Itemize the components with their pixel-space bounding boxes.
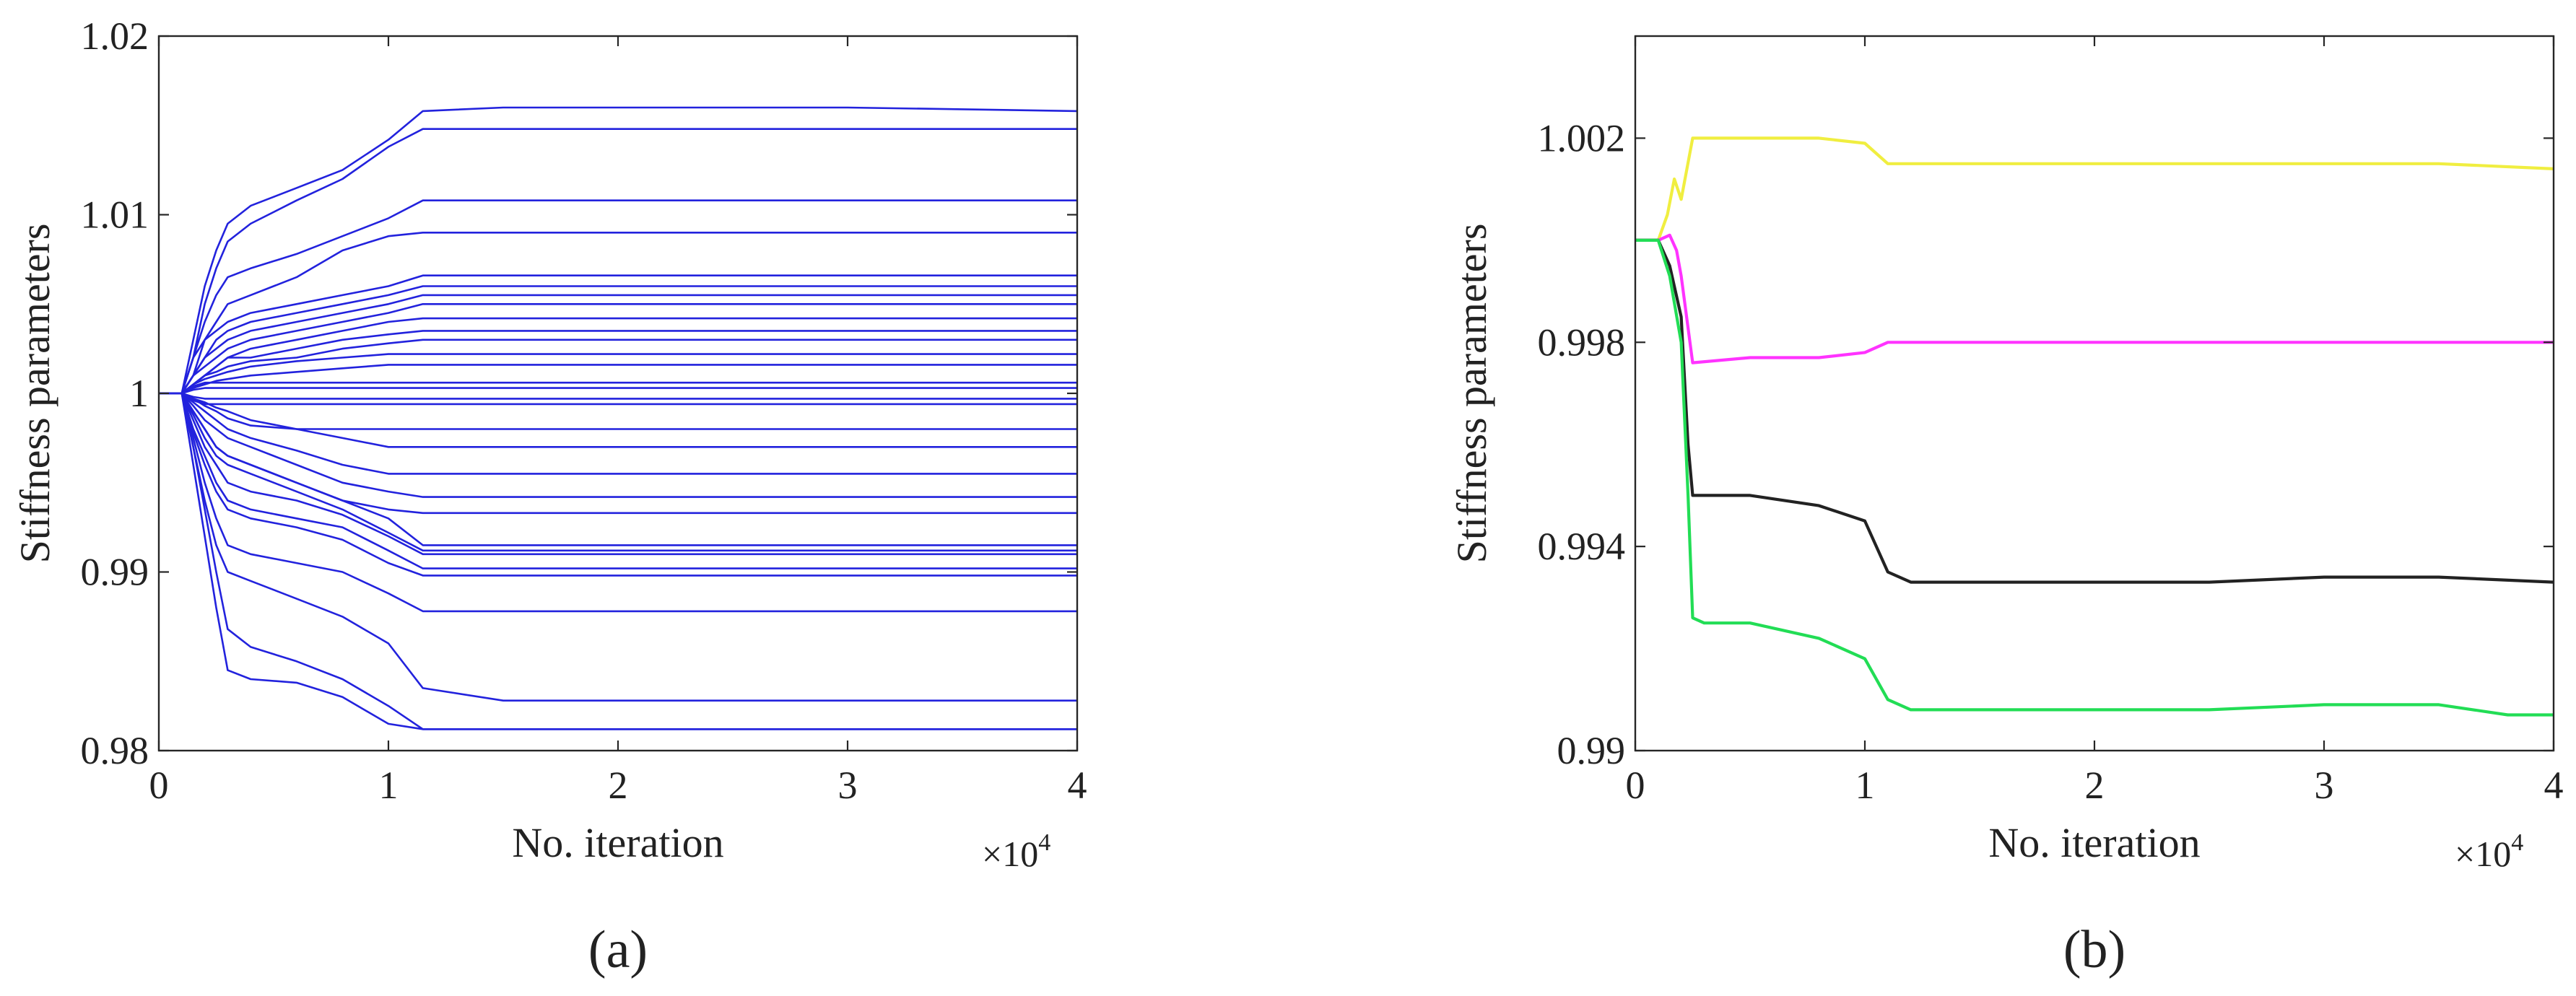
- panel-b: 0 1 2 3 4 0.99 0.994 0.998 1.002 No. iteration S…: [1448, 35, 2564, 979]
- panel-a-x-multiplier: ×104: [982, 829, 1050, 874]
- panel-a-series-p8: [159, 302, 1077, 395]
- panel-a-xtick-label: 0: [149, 764, 169, 807]
- panel-b-ytick-label: 0.99: [1557, 729, 1626, 772]
- panel-b-series-group: [1635, 136, 2554, 717]
- panel-a-series-p24: [159, 392, 1077, 569]
- panel-a-axes-box: [157, 35, 1079, 752]
- panel-a-series-p4: [159, 231, 1077, 395]
- panel-a-series-p11: [159, 338, 1077, 395]
- panel-b-ytick-label: 0.998: [1538, 320, 1626, 364]
- panel-a-series-group: [159, 106, 1078, 730]
- panel-a-series-p5: [159, 274, 1077, 395]
- panel-a-series-p12: [159, 353, 1077, 395]
- panel-a-xtick-label: 4: [1068, 764, 1087, 807]
- panel-a: 0 1 2 3 4 0.98 0.99 1 1.01 1.02 No. iteration Sti…: [12, 14, 1087, 979]
- panel-a-ytick-label: 1.01: [81, 193, 149, 237]
- panel-a-ticks: 0 1 2 3 4 0.98 0.99 1 1.01 1.02: [81, 14, 1087, 807]
- panel-a-xtick-label: 2: [609, 764, 628, 807]
- panel-b-series-black: [1635, 238, 2554, 584]
- panel-b-xtick-label: 0: [1626, 764, 1645, 807]
- panel-a-series-p22: [159, 392, 1077, 552]
- panel-a-series-p23: [159, 392, 1077, 556]
- panel-a-series-p27: [159, 392, 1077, 702]
- panel-a-series-p2: [159, 128, 1077, 395]
- panel-a-series-p13: [159, 364, 1077, 395]
- panel-a-series-p31: [159, 392, 1077, 406]
- panel-a-series-p3: [159, 199, 1077, 395]
- panel-a-xtick-label: 3: [838, 764, 858, 807]
- panel-a-series-p20: [159, 392, 1077, 515]
- panel-a-series-p28: [159, 392, 1077, 730]
- panel-a-ytick-label: 0.98: [81, 729, 149, 772]
- panel-b-x-multiplier: ×104: [2455, 829, 2523, 874]
- panel-a-series-p19: [159, 392, 1077, 498]
- panel-a-ylabel: Stiffness parameters: [12, 224, 58, 564]
- panel-a-series-p17: [159, 392, 1077, 448]
- panel-b-series-magenta: [1635, 233, 2554, 364]
- panel-b-ylabel: Stiffness parameters: [1448, 224, 1495, 564]
- panel-a-ytick-label: 1.02: [81, 14, 149, 58]
- panel-b-xlabel: No. iteration: [1988, 819, 2200, 866]
- panel-a-series-p26: [159, 392, 1077, 613]
- panel-a-series-p25: [159, 392, 1077, 577]
- panel-a-series-p1: [159, 106, 1078, 395]
- panel-b-xtick-label: 2: [2085, 764, 2105, 807]
- panel-a-ytick-label: 0.99: [81, 551, 149, 594]
- panel-a-series-p14: [159, 387, 1077, 395]
- panel-b-xtick-label: 3: [2315, 764, 2334, 807]
- panel-a-ytick-label: 1: [129, 372, 149, 415]
- panel-b-ytick-label: 1.002: [1538, 116, 1626, 160]
- panel-b-series-green: [1635, 238, 2554, 717]
- panel-b-xtick-label: 1: [1855, 764, 1875, 807]
- panel-b-series-yellow: [1635, 136, 2554, 242]
- panel-b-ytick-label: 0.994: [1538, 525, 1626, 568]
- panel-a-caption: (a): [588, 920, 648, 979]
- panel-b-ticks: 0 1 2 3 4 0.99 0.994 0.998 1.002: [1538, 36, 2564, 807]
- panel-a-series-p18: [159, 392, 1077, 475]
- panel-a-xlabel: No. iteration: [512, 819, 723, 866]
- panel-b-axes-box: [1634, 35, 2555, 752]
- panel-b-xtick-label: 4: [2544, 764, 2564, 807]
- panel-a-series-p15: [159, 392, 1077, 400]
- panel-a-series-p29: [159, 392, 1077, 730]
- panel-a-series-p21: [159, 392, 1077, 546]
- panel-b-caption: (b): [2063, 920, 2125, 979]
- panel-a-xtick-label: 1: [379, 764, 399, 807]
- panel-a-series-p30: [159, 381, 1077, 395]
- panel-a-series-p7: [159, 294, 1077, 395]
